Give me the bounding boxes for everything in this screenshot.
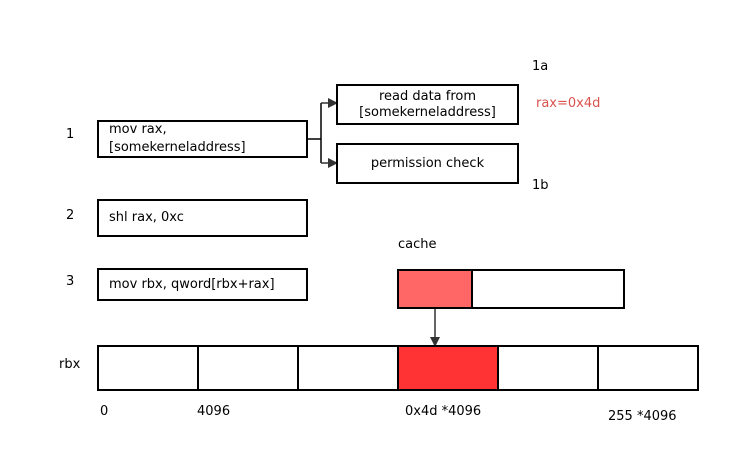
- step-number-3: 3: [66, 274, 75, 289]
- rbx-slot-2: [299, 347, 399, 389]
- cache-empty-entry: [473, 271, 623, 307]
- offset-label-4d: 0x4d *4096: [405, 404, 482, 419]
- branch-label-1b: 1b: [532, 178, 549, 193]
- rbx-slot-0: [99, 347, 199, 389]
- cache-label: cache: [398, 237, 437, 252]
- cache-hit-entry: [399, 271, 473, 307]
- instruction-box-2: shl rax, 0xc: [97, 199, 308, 237]
- branch-label-1a: 1a: [532, 59, 549, 74]
- rbx-slot-1: [199, 347, 299, 389]
- read-data-line2: [somekerneladdress]: [359, 104, 496, 120]
- instruction-text-3: mov rbx, qword[rbx+rax]: [109, 276, 275, 292]
- permission-check-text: permission check: [370, 155, 485, 171]
- rbx-label: rbx: [59, 357, 81, 372]
- rbx-slot-4: [499, 347, 599, 389]
- offset-label-4096: 4096: [197, 404, 231, 419]
- offset-label-255: 255 *4096: [608, 409, 677, 424]
- instruction-box-1: mov rax, [somekerneladdress]: [97, 120, 308, 158]
- rbx-slot-5: [599, 347, 697, 389]
- step-number-2: 2: [66, 208, 75, 223]
- offset-label-0: 0: [100, 404, 109, 419]
- rax-value-annotation: rax=0x4d: [536, 96, 601, 111]
- read-data-box: read data from [somekerneladdress]: [336, 84, 519, 125]
- rbx-array: [97, 345, 699, 391]
- instruction-text-2: shl rax, 0xc: [109, 210, 184, 225]
- cache-line: [397, 269, 625, 309]
- instruction-box-3: mov rbx, qword[rbx+rax]: [97, 268, 308, 301]
- step-number-1: 1: [66, 127, 75, 142]
- rbx-slot-highlighted: [399, 347, 499, 389]
- read-data-line1: read data from: [378, 88, 477, 104]
- instruction-text-1: mov rax, [somekerneladdress]: [109, 122, 246, 155]
- permission-check-box: permission check: [336, 143, 519, 184]
